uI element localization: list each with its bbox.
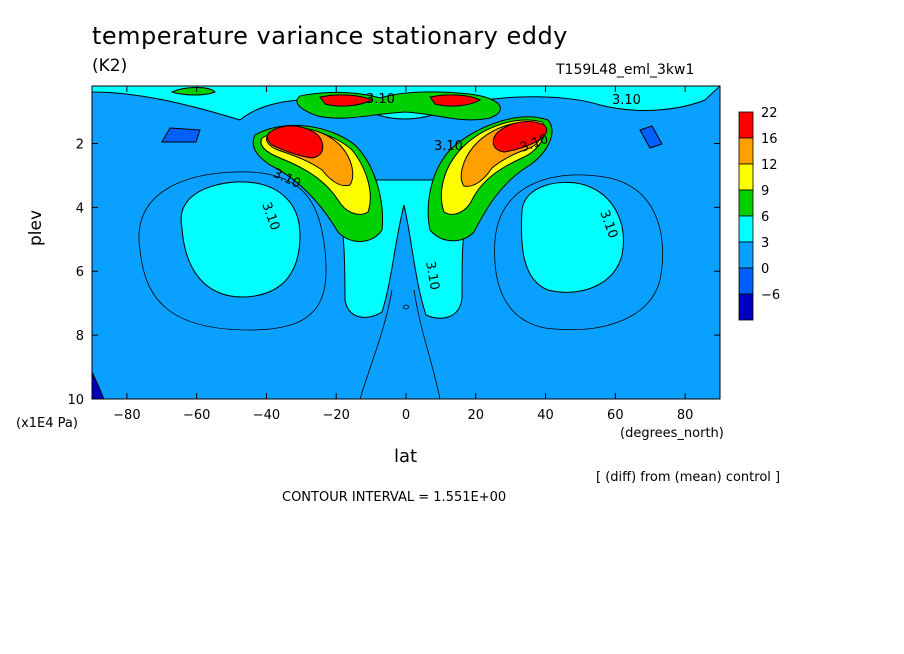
plot-field [92, 86, 720, 399]
x-tick-label: 40 [537, 408, 554, 423]
colorbar-swatch [738, 189, 754, 217]
chart-title: temperature variance stationary eddy [92, 22, 568, 50]
colorbar-label: 16 [761, 132, 778, 147]
y-tick-label: 6 [76, 265, 84, 280]
colorbar-label: −6 [761, 288, 780, 303]
units-label: (K2) [92, 56, 128, 76]
x-tick-label: −40 [253, 408, 280, 423]
field-red-left [266, 125, 324, 159]
x-tick-label: 80 [677, 408, 694, 423]
field-upper-left-green [170, 87, 216, 96]
contour-label: 3.10 [422, 260, 442, 291]
x-tick-label: −80 [113, 408, 140, 423]
y-tick-label: 10 [67, 393, 84, 408]
contour-label: 3.10 [366, 92, 395, 107]
x-tick-label: 0 [402, 408, 410, 423]
colorbar-label: 6 [761, 210, 769, 225]
contour-label: 3.10 [434, 139, 463, 154]
x-tick-label: −20 [323, 408, 350, 423]
y-axis: 2 4 6 8 10 [67, 137, 720, 408]
colorbar-swatch [738, 267, 754, 295]
contour-dot [403, 304, 409, 310]
colorbar-swatch [738, 137, 754, 165]
colorbar-label: 3 [761, 236, 769, 251]
field-cyan-right-lobe [520, 182, 624, 293]
field-blue-patch-left [161, 127, 201, 143]
x-axis-label: lat [394, 446, 418, 467]
colorbar: 22 16 12 9 6 3 0 −6 [738, 106, 780, 321]
field-upper-band-red [319, 94, 482, 107]
run-id: T159L48_eml_3kw1 [556, 62, 695, 78]
colorbar-swatch [738, 293, 754, 321]
field-cyan-left-lobe [180, 181, 301, 298]
contour-label: 3.10 [612, 93, 641, 108]
colorbar-swatch [738, 241, 754, 269]
x-tick-label: −60 [183, 408, 210, 423]
y-tick-label: 4 [76, 201, 84, 216]
diff-note: [ (diff) from (mean) control ] [596, 470, 781, 485]
colorbar-swatch [738, 111, 754, 139]
contour-line-outer-right [494, 174, 663, 331]
colorbar-label: 0 [761, 262, 769, 277]
y-axis-units: (x1E4 Pa) [16, 416, 78, 431]
x-axis: −80 −60 −40 −20 0 20 40 60 80 [113, 86, 693, 423]
x-tick-label: 20 [468, 408, 485, 423]
contour-line-outer-left [138, 171, 327, 331]
y-tick-label: 2 [76, 137, 84, 152]
field-blue-corner [92, 371, 105, 399]
x-axis-units: (degrees_north) [620, 426, 724, 441]
field-blue-patch-right [639, 125, 663, 149]
contour-line-lower [359, 289, 441, 399]
contour-interval: CONTOUR INTERVAL = 1.551E+00 [282, 490, 507, 505]
field-red-right [492, 121, 548, 153]
x-tick-label: 60 [607, 408, 624, 423]
colorbar-swatch [738, 215, 754, 243]
colorbar-label: 12 [761, 158, 778, 173]
colorbar-label: 22 [761, 106, 778, 121]
colorbar-label: 9 [761, 184, 769, 199]
y-tick-label: 8 [76, 329, 84, 344]
colorbar-swatch [738, 163, 754, 191]
